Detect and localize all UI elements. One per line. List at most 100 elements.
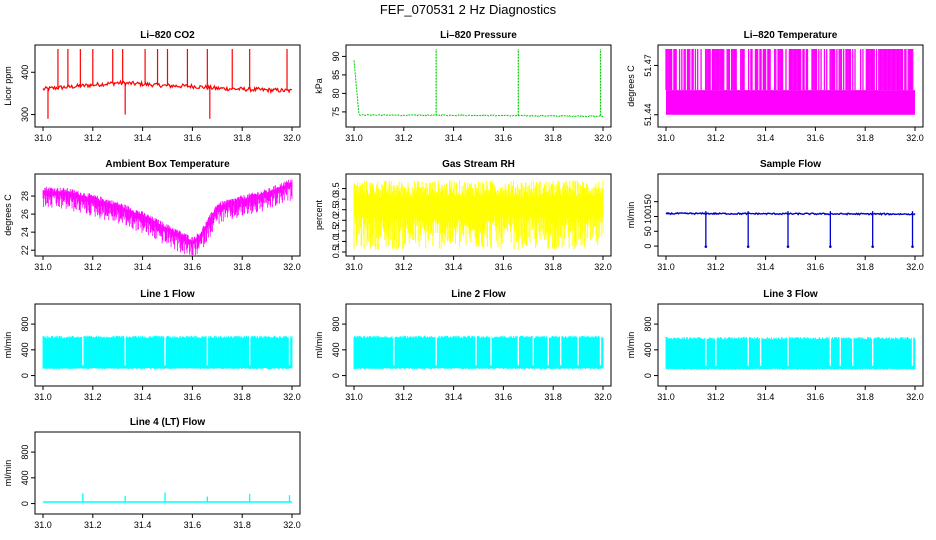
y-axis-label-rh: percent (314, 199, 324, 230)
panel-title-pressure: Li–820 Pressure (440, 30, 517, 41)
panel-title-line3: Line 3 Flow (763, 289, 818, 300)
y-tick-label-1: 80 (331, 88, 341, 98)
y-axis-label-box_temp: degrees C (3, 194, 13, 236)
y-tick-label-0: 0.5 (331, 246, 341, 259)
x-tick-label-5: 32.0 (283, 262, 301, 272)
y-tick-label-1: 400 (331, 342, 341, 357)
y-axis-label-sample_flow: ml/min (626, 202, 636, 229)
dip-point-0 (704, 245, 708, 248)
x-tick-label-5: 32.0 (594, 392, 612, 402)
data-box_temp (42, 179, 293, 255)
y-tick-label-3: 90 (331, 51, 341, 61)
x-tick-label-2: 31.4 (757, 133, 775, 143)
x-tick-label-2: 31.4 (134, 520, 152, 530)
y-tick-label-3: 28 (20, 191, 30, 201)
panel-title-rh: Gas Stream RH (442, 159, 515, 170)
panel-line3: Line 3 Flow 31.0 31.2 31.4 31.6 31.8 32.0 0 400 8… (626, 289, 924, 402)
x-tick-label-2: 31.4 (445, 133, 463, 143)
y-tick-label-0: 75 (331, 107, 341, 117)
y-axis-label-licor_temp: degrees C (626, 65, 636, 107)
x-tick-label-5: 32.0 (906, 392, 924, 402)
y-axis-label-line3: ml/min (626, 332, 636, 359)
series-line (353, 60, 604, 118)
x-tick-label-1: 31.2 (395, 262, 413, 272)
x-tick-label-3: 31.6 (184, 392, 202, 402)
y-tick-label-1: 50 (643, 226, 653, 236)
y-axis-label-pressure: kPa (314, 78, 324, 94)
x-tick-label-3: 31.6 (807, 262, 825, 272)
x-tick-label-5: 32.0 (283, 392, 301, 402)
y-tick-label-0: 300 (20, 107, 30, 122)
dip-point-2 (786, 245, 790, 248)
x-tick-label-1: 31.2 (84, 392, 102, 402)
plot-frame-sample_flow (657, 173, 924, 257)
x-tick-label-1: 31.2 (395, 133, 413, 143)
y-tick-label-1: 51.47 (643, 54, 653, 77)
x-tick-label-4: 31.8 (544, 133, 562, 143)
x-tick-label-5: 32.0 (906, 133, 924, 143)
y-tick-label-0: 0 (643, 373, 653, 378)
x-tick-label-4: 31.8 (233, 133, 251, 143)
y-tick-label-2: 1.5 (331, 225, 341, 238)
x-tick-label-0: 31.0 (34, 392, 52, 402)
y-axis-label-line4: ml/min (3, 460, 13, 487)
data-co2 (42, 49, 293, 119)
x-tick-label-4: 31.8 (544, 262, 562, 272)
y-axis-label-co2: Licor ppm (3, 66, 13, 106)
x-tick-label-4: 31.8 (856, 262, 874, 272)
y-tick-label-2: 85 (331, 70, 341, 80)
x-tick-label-2: 31.4 (445, 392, 463, 402)
x-tick-label-3: 31.6 (807, 133, 825, 143)
panel-sample_flow: Sample Flow 31.0 31.2 31.4 31.6 31.8 32.0 0 50 10… (626, 159, 924, 272)
y-tick-label-3: 150 (643, 194, 653, 209)
y-axis-label-line1: ml/min (3, 332, 13, 359)
y-tick-label-2: 100 (643, 209, 653, 224)
x-tick-label-4: 31.8 (233, 520, 251, 530)
x-tick-label-1: 31.2 (395, 392, 413, 402)
y-tick-label-0: 0 (20, 373, 30, 378)
y-tick-label-1: 24 (20, 227, 30, 237)
x-tick-label-0: 31.0 (34, 520, 52, 530)
x-tick-label-3: 31.6 (807, 392, 825, 402)
y-tick-label-3: 2.0 (331, 214, 341, 227)
x-tick-label-2: 31.4 (757, 392, 775, 402)
x-tick-label-3: 31.6 (184, 133, 202, 143)
x-tick-label-2: 31.4 (134, 262, 152, 272)
y-axis-label-line2: ml/min (314, 332, 324, 359)
x-tick-label-4: 31.8 (856, 392, 874, 402)
x-tick-label-0: 31.0 (345, 392, 363, 402)
y-tick-label-1: 400 (20, 65, 30, 80)
y-tick-label-0: 0 (331, 373, 341, 378)
y-tick-label-2: 800 (20, 445, 30, 460)
y-tick-label-2: 800 (331, 317, 341, 332)
data-line3 (665, 336, 916, 370)
data-sample_flow (665, 211, 916, 248)
x-tick-label-5: 32.0 (594, 133, 612, 143)
x-tick-label-4: 31.8 (856, 133, 874, 143)
x-tick-label-3: 31.6 (495, 133, 513, 143)
x-tick-label-2: 31.4 (134, 392, 152, 402)
y-tick-label-1: 1.0 (331, 235, 341, 248)
y-tick-label-0: 22 (20, 245, 30, 255)
x-tick-label-1: 31.2 (84, 262, 102, 272)
y-tick-label-2: 800 (643, 317, 653, 332)
panel-title-co2: Li–820 CO2 (140, 30, 195, 41)
x-tick-label-0: 31.0 (345, 262, 363, 272)
panel-licor_temp: Li–820 Temperature 31.0 31.2 31.4 31.6 31.8 32… (626, 30, 924, 143)
data-pressure (353, 49, 604, 118)
x-tick-label-3: 31.6 (184, 262, 202, 272)
x-tick-label-5: 32.0 (283, 520, 301, 530)
x-tick-label-1: 31.2 (84, 520, 102, 530)
data-line1 (42, 335, 293, 370)
x-tick-label-0: 31.0 (657, 392, 675, 402)
x-tick-label-0: 31.0 (34, 133, 52, 143)
panel-title-line1: Line 1 Flow (140, 289, 195, 300)
x-tick-label-0: 31.0 (34, 262, 52, 272)
x-tick-label-1: 31.2 (84, 133, 102, 143)
y-tick-label-1: 400 (20, 342, 30, 357)
x-tick-label-5: 32.0 (906, 262, 924, 272)
panel-box_temp: Ambient Box Temperature 31.0 31.2 31.4 31.6 3… (3, 159, 301, 272)
y-tick-label-2: 26 (20, 209, 30, 219)
dip-point-5 (911, 245, 914, 248)
